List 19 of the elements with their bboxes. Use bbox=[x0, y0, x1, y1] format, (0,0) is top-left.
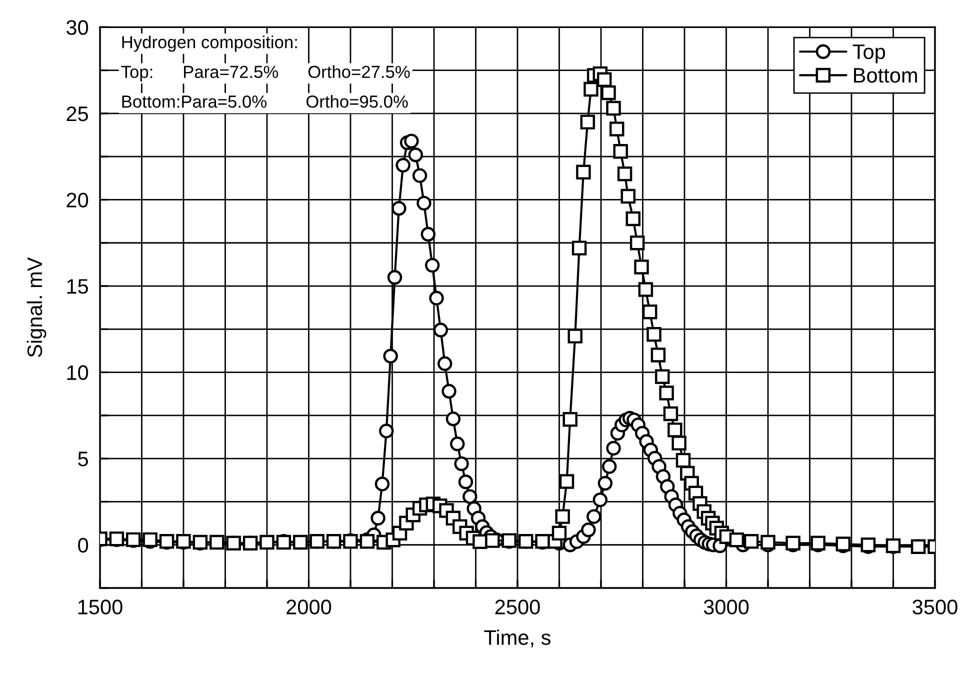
x-tick-label: 2000 bbox=[286, 600, 332, 614]
y-tick-label: 25 bbox=[66, 106, 88, 122]
x-tick-label: 2500 bbox=[495, 600, 540, 614]
x-axis-title: Time, s bbox=[484, 630, 550, 648]
x-tick-label: 1500 bbox=[78, 600, 122, 614]
y-tick-label: 20 bbox=[66, 192, 88, 208]
x-tick-label: 3500 bbox=[912, 600, 958, 614]
y-tick-label: 30 bbox=[66, 20, 88, 35]
legend-label: Top bbox=[852, 44, 886, 64]
x-tick-label: 3000 bbox=[704, 600, 749, 614]
annotation: Bottom:Para=5.0% Ortho=95.0% bbox=[122, 95, 408, 108]
y-tick-label: 15 bbox=[67, 279, 88, 294]
y-tick-label: 0 bbox=[78, 538, 88, 553]
y-tick-label: 10 bbox=[67, 365, 88, 380]
legend-label: Bottom bbox=[854, 68, 917, 83]
annotation: Top: Para=72.5% Ortho=27.5% bbox=[121, 65, 410, 82]
y-tick-label: 5 bbox=[78, 452, 88, 466]
annotation: Hydrogen composition: bbox=[122, 36, 297, 52]
y-axis-title: Signal. mV bbox=[26, 257, 46, 358]
